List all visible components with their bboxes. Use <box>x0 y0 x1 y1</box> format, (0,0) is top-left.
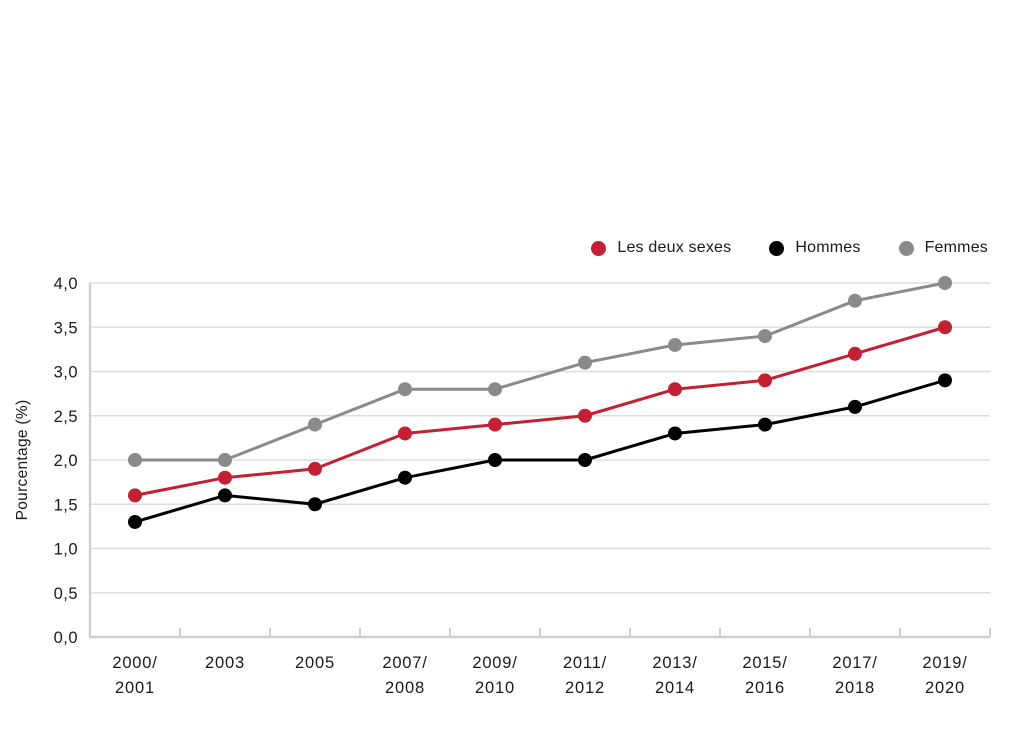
data-point-femmes <box>488 382 502 397</box>
x-tick-label: 2005 <box>295 654 335 672</box>
data-point-femmes <box>938 276 952 290</box>
data-point-les-deux-sexes <box>218 470 232 485</box>
legend-label-les-deux-sexes: Les deux sexes <box>617 239 732 256</box>
grid-layer <box>90 282 990 594</box>
legend-item-femmes: Femmes <box>898 239 988 257</box>
x-tick-label: 2013/2014 <box>652 654 697 697</box>
data-point-les-deux-sexes <box>938 320 952 335</box>
x-tick-label: 2019/2020 <box>922 654 967 697</box>
y-tick-label: 2,5 <box>54 408 78 426</box>
data-point-femmes <box>218 453 232 467</box>
series-line-hommes <box>133 378 947 524</box>
legend-dot-femmes <box>898 240 914 256</box>
data-point-les-deux-sexes <box>578 408 592 423</box>
data-point-les-deux-sexes <box>488 417 502 432</box>
data-point-hommes <box>578 453 592 467</box>
label-layer: 0,0 0,5 1,0 1,5 2,0 2,5 3,0 3,5 4,0 2000/2001 2003… <box>54 275 967 697</box>
data-point-hommes <box>758 417 772 432</box>
data-point-les-deux-sexes <box>668 382 682 397</box>
y-tick-label: 0,5 <box>54 585 78 603</box>
data-point-femmes <box>128 453 142 467</box>
chart-legend: Les deux sexes Hommes Femmes <box>591 239 988 257</box>
y-tick-label: 1,0 <box>54 541 78 559</box>
series-layer <box>128 276 952 529</box>
data-point-les-deux-sexes <box>398 426 412 441</box>
data-point-hommes <box>668 426 682 441</box>
data-point-hommes <box>938 373 952 388</box>
series-line-femmes <box>133 281 947 462</box>
x-tick-label: 2007/2008 <box>382 654 427 697</box>
axis-layer <box>88 283 991 639</box>
data-point-hommes <box>488 453 502 467</box>
legend-dot-hommes <box>769 240 785 256</box>
legend-item-les-deux-sexes: Les deux sexes <box>591 239 731 257</box>
data-point-les-deux-sexes <box>848 346 862 361</box>
legend-item-hommes: Hommes <box>769 239 860 257</box>
series-line-les-deux-sexes <box>133 325 947 497</box>
y-tick-label: 2,0 <box>54 452 78 470</box>
data-point-les-deux-sexes <box>758 373 772 388</box>
legend-label-hommes: Hommes <box>795 239 861 256</box>
x-tick-label: 2017/2018 <box>832 654 877 697</box>
data-point-hommes <box>308 497 322 512</box>
data-point-femmes <box>308 417 322 432</box>
x-tick-label: 2015/2016 <box>742 654 787 697</box>
legend-label-femmes: Femmes <box>924 239 988 256</box>
data-point-hommes <box>848 399 862 414</box>
data-point-les-deux-sexes <box>128 488 142 503</box>
y-tick-label: 4,0 <box>54 275 78 293</box>
data-point-les-deux-sexes <box>308 461 322 476</box>
y-tick-label: 0,0 <box>54 629 78 647</box>
data-point-hommes <box>218 488 232 503</box>
x-tick-label: 2011/2012 <box>563 654 607 697</box>
y-tick-label: 1,5 <box>54 496 78 514</box>
legend-dot-les-deux-sexes <box>591 240 607 256</box>
x-tick-label: 2003 <box>205 654 245 672</box>
data-point-femmes <box>578 355 592 370</box>
y-axis-title: Pourcentage (%) <box>14 400 31 521</box>
data-point-femmes <box>668 337 682 352</box>
x-tick-label: 2009/2010 <box>472 654 517 697</box>
x-tick-label: 2000/2001 <box>112 654 157 697</box>
data-point-hommes <box>398 470 412 485</box>
data-point-femmes <box>848 293 862 308</box>
y-tick-label: 3,0 <box>54 364 78 382</box>
y-tick-label: 3,5 <box>54 319 78 337</box>
data-point-femmes <box>758 329 772 344</box>
data-point-femmes <box>398 382 412 397</box>
data-point-hommes <box>128 514 142 529</box>
